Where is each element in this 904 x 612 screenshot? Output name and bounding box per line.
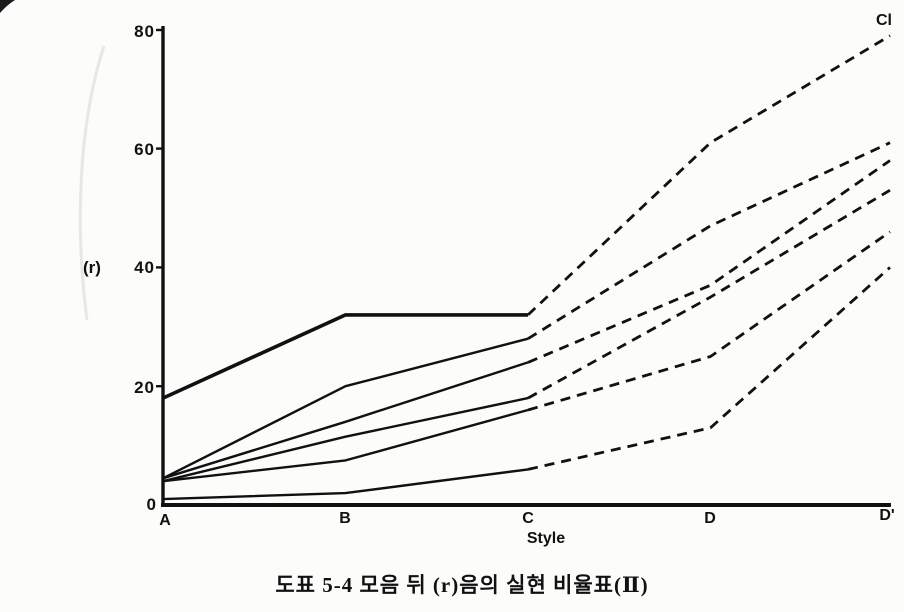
x-cat-label-d: D (704, 510, 716, 527)
series-1-solid-segment (162, 313, 528, 400)
y-tick-label-40: 40 (134, 258, 155, 277)
series-1-dashed-segment (527, 34, 891, 316)
x-cat-label-b: B (339, 510, 351, 527)
y-tick-label-0: 0 (147, 495, 157, 514)
corner-annotation: Cl (876, 12, 892, 29)
x-axis-title: Style (527, 530, 565, 547)
y-axis-title: (r) (83, 258, 101, 277)
x-cat-label-a: A (159, 512, 171, 529)
plot-lines-layer (162, 34, 891, 501)
y-tick-label-20: 20 (134, 378, 155, 397)
x-cat-label-dprime: D' (879, 507, 894, 524)
series-2-dashed-segment (527, 141, 891, 340)
series-3-solid-segment (162, 361, 529, 480)
series-4-solid-segment (162, 396, 529, 483)
series-5-solid-segment (162, 408, 529, 483)
figure-caption: 도표 5-4 모음 뒤 (r)음의 실현 비율표(Ⅱ) (275, 573, 648, 597)
series-6-solid-segment (162, 468, 529, 501)
x-cat-label-c: C (522, 510, 534, 527)
scan-page-curve-shadow (78, 45, 106, 321)
series-2-solid-segment (162, 337, 529, 480)
y-tick-label-80: 80 (134, 22, 155, 41)
series-6-dashed-segment (527, 266, 891, 471)
series-5-dashed-segment (527, 230, 891, 412)
series-3-dashed-segment (527, 159, 891, 364)
series-4-dashed-segment (527, 188, 891, 400)
y-tick-label-60: 60 (134, 140, 155, 159)
scan-corner-mark (0, 0, 15, 13)
